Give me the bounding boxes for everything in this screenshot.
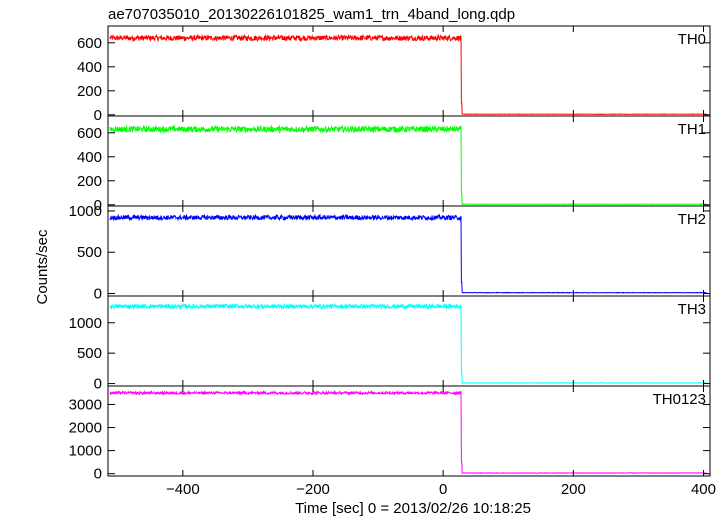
panel-th0: 0 200 400 600 TH0 [77, 25, 711, 124]
y-tick-label: 1000 [69, 443, 102, 460]
chart-panels: 0 200 400 600 TH0 0 200 400 600 TH1 0 500 1000 TH2 0 50… [69, 25, 716, 498]
y-tick-label: 200 [77, 173, 102, 190]
panel-frame [107, 295, 711, 387]
panel-frame [107, 205, 711, 297]
panel-name-label: TH0 [678, 31, 706, 48]
y-tick-label: 0 [94, 107, 102, 124]
y-tick-label: 600 [77, 125, 102, 142]
series-line-th2 [109, 213, 707, 294]
panel-frame [107, 385, 711, 477]
panel-name-label: TH1 [678, 121, 706, 138]
y-tick-label: 600 [77, 35, 102, 52]
y-tick-label: 1000 [69, 203, 102, 220]
x-tick-label: 400 [691, 481, 716, 498]
y-axis-label: Counts/sec [34, 229, 51, 305]
panel-th3: 0 500 1000 TH3 [69, 295, 711, 393]
chart-title: ae707035010_20130226101825_wam1_trn_4ban… [108, 6, 515, 23]
panel-th0123: 0 1000 2000 3000 TH0123 [69, 385, 711, 483]
y-tick-label: 1000 [69, 315, 102, 332]
panel-name-label: TH2 [678, 211, 706, 228]
series-line-th1 [109, 124, 707, 206]
y-tick-label: 500 [77, 345, 102, 362]
x-tick-label: −200 [296, 481, 330, 498]
y-tick-label: 2000 [69, 420, 102, 437]
y-tick-label: 400 [77, 59, 102, 76]
y-tick-label: 0 [94, 286, 102, 303]
series-line-th0 [109, 33, 707, 116]
x-axis-label: Time [sec] 0 = 2013/02/26 10:18:25 [295, 500, 531, 516]
y-tick-label: 400 [77, 149, 102, 166]
panel-th2: 0 500 1000 TH2 [69, 203, 711, 303]
x-tick-label: −400 [166, 481, 200, 498]
series-line-th0123 [109, 389, 707, 474]
y-tick-label: 500 [77, 244, 102, 261]
panel-name-label: TH0123 [653, 391, 706, 408]
panel-th1: 0 200 400 600 TH1 [77, 115, 711, 214]
y-tick-label: 3000 [69, 396, 102, 413]
y-tick-label: 200 [77, 83, 102, 100]
series-line-th3 [109, 302, 707, 384]
y-tick-label: 0 [94, 197, 102, 214]
x-tick-label: 0 [439, 481, 447, 498]
x-tick-label: 200 [561, 481, 586, 498]
y-tick-label: 0 [94, 466, 102, 483]
y-tick-label: 0 [94, 376, 102, 393]
panel-name-label: TH3 [678, 301, 706, 318]
